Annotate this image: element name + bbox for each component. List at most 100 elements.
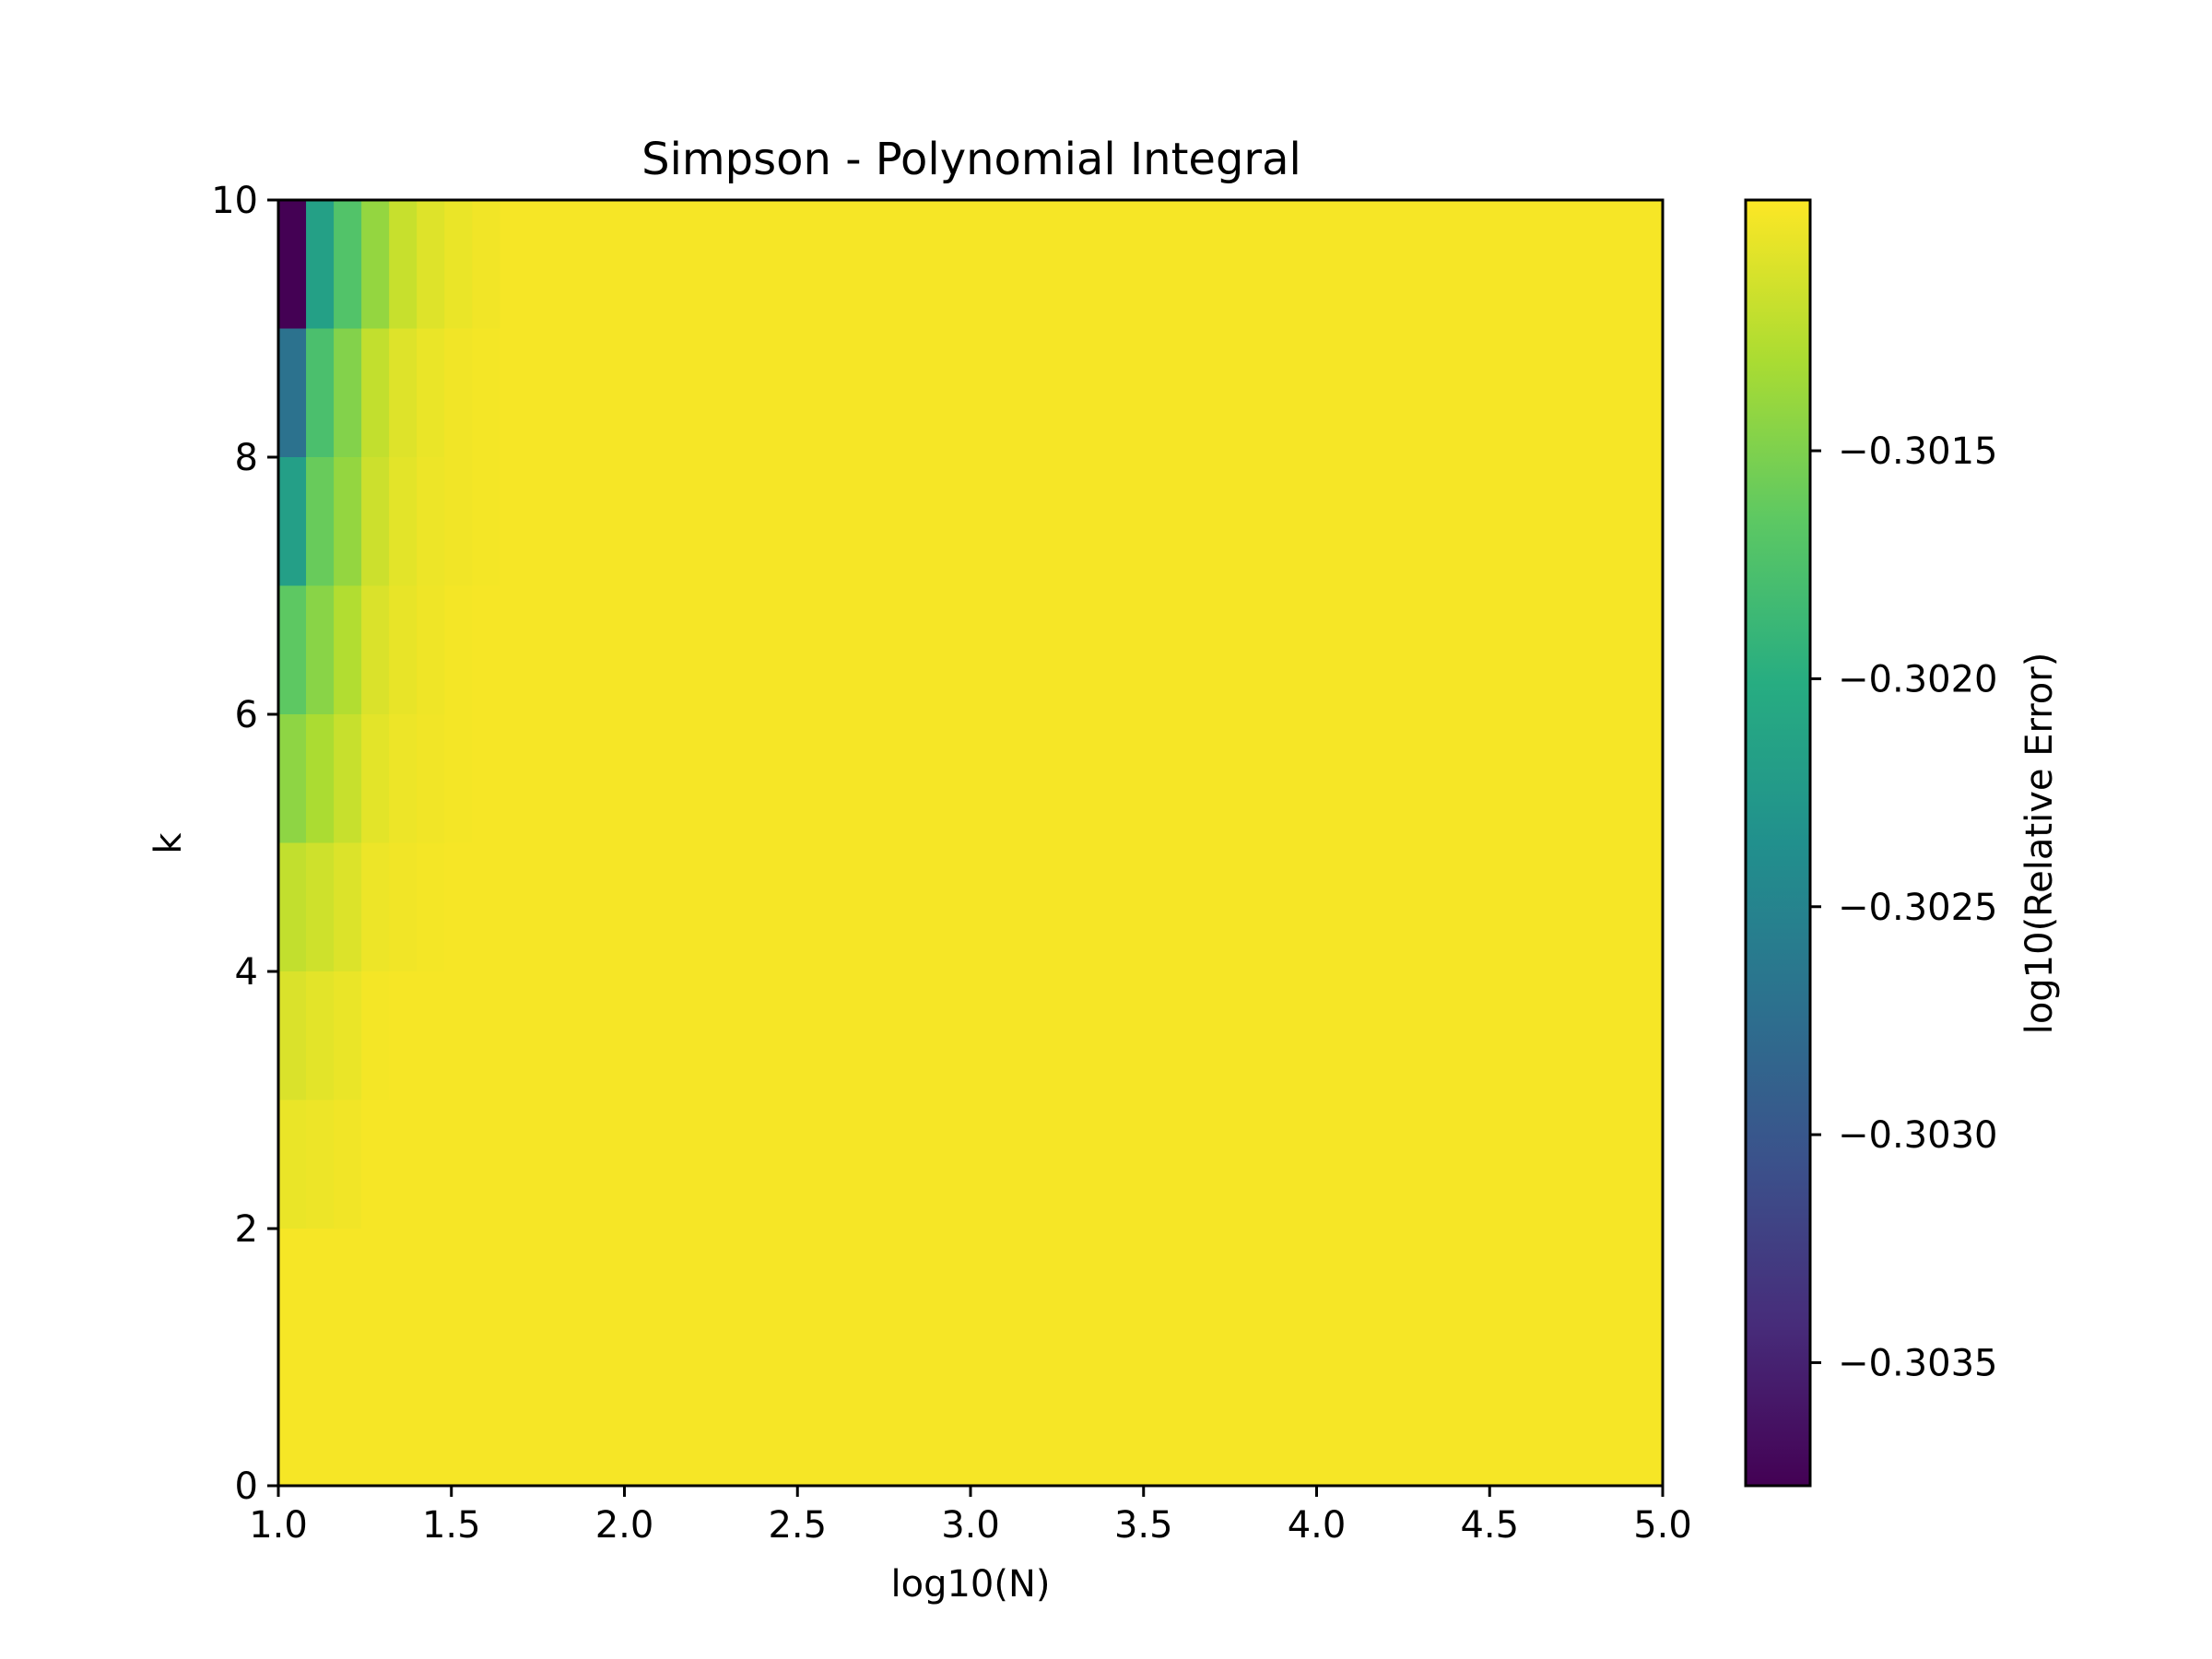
- heatmap-cell: [971, 200, 999, 330]
- heatmap-cell: [610, 457, 640, 587]
- heatmap-cell: [444, 971, 473, 1101]
- heatmap-cell: [472, 842, 500, 972]
- heatmap-cell: [971, 842, 999, 972]
- heatmap-cell: [804, 971, 833, 1101]
- heatmap-cell: [1164, 200, 1193, 330]
- heatmap-cell: [831, 1100, 861, 1230]
- y-tick-label: 0: [235, 1465, 258, 1508]
- heatmap-cell: [776, 1357, 806, 1487]
- heatmap-cell: [334, 842, 362, 972]
- heatmap-cell: [555, 328, 584, 458]
- heatmap-cell: [389, 714, 418, 844]
- heatmap-cell: [1385, 971, 1415, 1101]
- colorbar-tick-label: −0.3025: [1838, 887, 1997, 929]
- heatmap-cell: [859, 585, 888, 715]
- heatmap-cell: [1164, 1357, 1193, 1487]
- heatmap-cell: [472, 328, 500, 458]
- heatmap-cell: [500, 971, 528, 1101]
- heatmap-cell: [1136, 457, 1165, 587]
- y-axis-ticks: 0 2 4 6 8 10: [211, 180, 278, 1508]
- heatmap-cell: [555, 1229, 584, 1359]
- heatmap-cell: [1219, 714, 1248, 844]
- heatmap-cell: [1468, 1100, 1498, 1230]
- colorbar-label: log10(Relative Error): [2018, 653, 2061, 1035]
- heatmap-cell: [306, 842, 335, 972]
- heatmap-cell: [998, 971, 1027, 1101]
- heatmap-cell: [887, 457, 916, 587]
- heatmap-cell: [804, 1357, 833, 1487]
- heatmap-cell: [859, 200, 888, 330]
- heatmap-cell: [1053, 1357, 1082, 1487]
- heatmap-cell: [334, 714, 362, 844]
- heatmap-cell: [887, 842, 916, 972]
- heatmap-cell: [971, 457, 999, 587]
- heatmap-cell: [665, 328, 695, 458]
- heatmap-cell: [500, 200, 528, 330]
- heatmap-cell: [1302, 971, 1332, 1101]
- heatmap-cell: [914, 842, 944, 972]
- heatmap-cell: [1081, 971, 1110, 1101]
- heatmap-cell: [776, 842, 806, 972]
- heatmap-cell: [1275, 328, 1304, 458]
- heatmap-cell: [1524, 200, 1553, 330]
- heatmap-cell: [582, 1100, 612, 1230]
- heatmap-cell: [859, 328, 888, 458]
- heatmap-cell: [1136, 971, 1165, 1101]
- heatmap-cell: [334, 457, 362, 587]
- heatmap-cell: [887, 585, 916, 715]
- heatmap-cell: [1247, 1229, 1277, 1359]
- heatmap-cell: [444, 457, 473, 587]
- heatmap-cell: [500, 1229, 528, 1359]
- heatmap-cell: [1524, 842, 1553, 972]
- heatmap-cell: [1136, 1357, 1165, 1487]
- heatmap-cell: [1579, 328, 1608, 458]
- heatmap-cell: [1026, 1229, 1054, 1359]
- heatmap-cell: [1496, 842, 1525, 972]
- heatmap-cell: [278, 1229, 307, 1359]
- heatmap-cell: [1441, 1357, 1470, 1487]
- x-tick-label: 3.0: [941, 1504, 1000, 1547]
- heatmap-cell: [1579, 585, 1608, 715]
- heatmap-cell: [389, 1100, 418, 1230]
- heatmap-cell: [693, 585, 723, 715]
- heatmap-cell: [1192, 714, 1220, 844]
- heatmap-cell: [582, 1229, 612, 1359]
- heatmap-cell: [582, 200, 612, 330]
- heatmap-cell: [887, 200, 916, 330]
- heatmap-cell: [721, 714, 750, 844]
- heatmap-cell: [693, 1100, 723, 1230]
- heatmap-cell: [748, 200, 778, 330]
- heatmap-cell: [859, 842, 888, 972]
- heatmap-cell: [721, 1357, 750, 1487]
- heatmap-cell: [1606, 714, 1636, 844]
- heatmap-cell: [1606, 842, 1636, 972]
- heatmap-cell: [1551, 328, 1581, 458]
- heatmap-cell: [971, 971, 999, 1101]
- heatmap-cell: [1136, 328, 1165, 458]
- heatmap-cell: [417, 1229, 445, 1359]
- heatmap-cell: [278, 842, 307, 972]
- heatmap-cell: [334, 1357, 362, 1487]
- heatmap-cell: [776, 457, 806, 587]
- heatmap-cell: [1551, 842, 1581, 972]
- heatmap-cell: [500, 842, 528, 972]
- heatmap-cell: [1026, 457, 1054, 587]
- heatmap-cell: [1302, 328, 1332, 458]
- heatmap-cell: [1358, 971, 1387, 1101]
- heatmap-cell: [665, 714, 695, 844]
- heatmap-cell: [306, 971, 335, 1101]
- heatmap-cell: [472, 714, 500, 844]
- heatmap-cell: [555, 1357, 584, 1487]
- heatmap-cell: [1358, 457, 1387, 587]
- heatmap-cell: [804, 328, 833, 458]
- heatmap-cell: [527, 842, 556, 972]
- heatmap-cell: [998, 1100, 1027, 1230]
- heatmap-cell: [1026, 1357, 1054, 1487]
- heatmap-cell: [859, 1357, 888, 1487]
- heatmap-cell: [721, 200, 750, 330]
- heatmap-cell: [1192, 1357, 1220, 1487]
- heatmap-cell: [306, 1357, 335, 1487]
- heatmap-cell: [1496, 714, 1525, 844]
- heatmap-cell: [776, 328, 806, 458]
- heatmap-cell: [1606, 585, 1636, 715]
